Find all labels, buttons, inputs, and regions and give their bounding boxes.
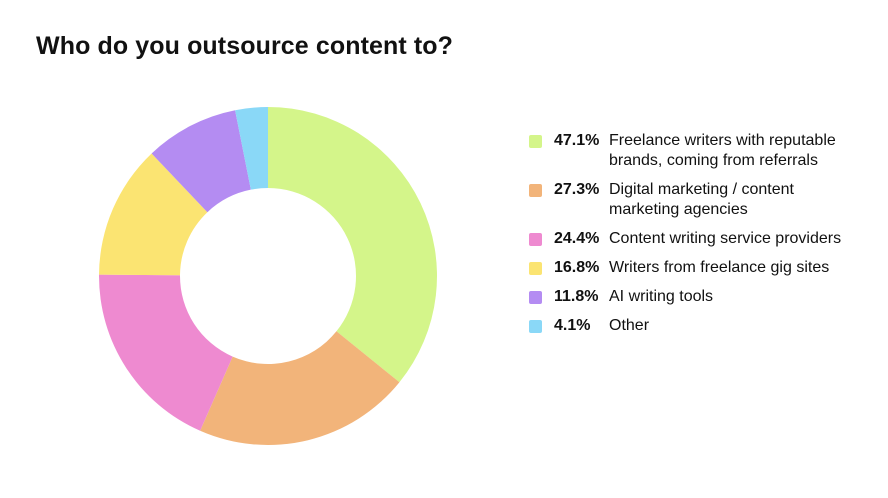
legend-swatch <box>529 233 542 246</box>
legend-item: 47.1% Freelance writers with reputable br… <box>529 131 859 171</box>
legend-value: 4.1% <box>554 317 591 334</box>
legend: 47.1% Freelance writers with reputable br… <box>529 131 859 336</box>
chart-title: Who do you outsource content to? <box>36 32 454 60</box>
legend-label: AI writing tools <box>609 288 714 305</box>
slice-3 <box>99 274 233 431</box>
legend-item: 4.1% Other <box>529 316 859 336</box>
legend-label: Writers from freelance gig sites <box>609 259 830 276</box>
legend-item: 27.3% Digital marketing / content marketi… <box>529 180 859 220</box>
donut-slices <box>99 107 438 445</box>
legend-label: Content writing service providers <box>609 230 842 247</box>
legend-item: 16.8% Writers from freelance gig sites <box>529 258 859 278</box>
legend-value: 24.4% <box>554 230 600 247</box>
legend-swatch <box>529 184 542 197</box>
slice-4 <box>99 153 208 276</box>
legend-swatch <box>529 262 542 275</box>
slice-1 <box>268 107 438 383</box>
slice-5 <box>151 110 251 213</box>
legend-value: 27.3% <box>554 181 600 198</box>
legend-value: 47.1% <box>554 132 600 149</box>
legend-item: 11.8% AI writing tools <box>529 287 859 307</box>
legend-swatch <box>529 291 542 304</box>
legend-value: 11.8% <box>554 288 599 305</box>
slice-2 <box>200 331 400 445</box>
legend-label: Digital marketing / content marketing ag… <box>609 181 794 218</box>
legend-value: 16.8% <box>554 259 600 276</box>
legend-item: 24.4% Content writing service providers <box>529 229 859 249</box>
legend-label: Other <box>609 317 650 334</box>
legend-swatch <box>529 320 542 333</box>
legend-label: Freelance writers with reputable brands,… <box>609 132 836 169</box>
slice-6 <box>235 107 268 190</box>
legend-swatch <box>529 135 542 148</box>
